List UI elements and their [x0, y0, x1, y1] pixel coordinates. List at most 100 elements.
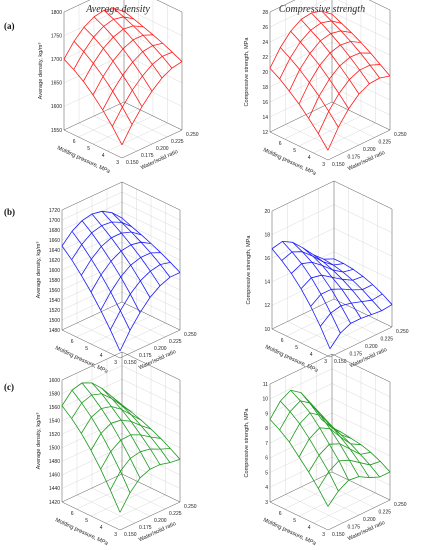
y-tick-label: 0.175 [139, 525, 152, 531]
x-tick-label: 5 [293, 148, 296, 154]
mesh-line-pressure-3 [90, 241, 152, 293]
surface-chart-b-density: 1480 1500 1520 1540 1560 1580 1600 1620 1640 1660… [36, 181, 197, 375]
z-tick-label: 20 [264, 209, 270, 215]
mesh-line-ratio-1 [280, 400, 339, 492]
z-tick-label: 20 [262, 70, 268, 76]
y-tick-label: 0.200 [363, 147, 376, 153]
mesh-line-ratio-0 [61, 245, 121, 352]
mesh-line-ratio-6 [331, 13, 391, 77]
z-tick-label: 22 [262, 55, 268, 61]
mesh-line-pressure-3 [92, 34, 154, 96]
z-tick-label: 14 [262, 115, 268, 121]
mesh-line-pressure-4 [102, 42, 163, 111]
mesh-line-ratio-2 [292, 242, 352, 324]
surface-mesh [271, 240, 393, 349]
x-tick-label: 5 [85, 518, 88, 524]
mesh-line-ratio-2 [81, 382, 141, 479]
x-tick-labels: 3 4 5 6 [281, 338, 328, 365]
x-tick-label: 3 [114, 360, 117, 366]
mesh-line-ratio-2 [290, 389, 350, 481]
z-tick-label: 1500 [49, 318, 60, 324]
surface-mesh [269, 389, 391, 507]
z-tick-labels: 1480 1500 1520 1540 1560 1580 1600 1620 1640 1660… [49, 208, 60, 334]
x-tick-label: 5 [293, 518, 296, 524]
x-tick-label: 5 [295, 345, 298, 351]
x-tick-label: 6 [279, 511, 282, 517]
mesh-line-pressure-2 [80, 231, 142, 276]
z-axis-label: Compressive strength, MPa [246, 235, 252, 305]
mesh-line-ratio-4 [313, 254, 372, 315]
x-tick-labels: 3 4 5 6 [279, 141, 326, 168]
mesh-line-ratio-0 [269, 419, 329, 507]
surface-chart-a-density: 15501600165017001750180034560.1500.1750.… [38, 0, 199, 175]
row-label-a: (a) [4, 21, 15, 31]
z-tick-label: 1420 [49, 500, 60, 506]
x-tick-label: 6 [71, 339, 74, 345]
mesh-line-ratio-2 [83, 26, 143, 107]
z-tick-label: 1440 [49, 486, 60, 492]
mesh-line-pressure-5 [317, 64, 381, 134]
y-tick-label: 0.250 [186, 132, 199, 138]
y-tick-label: 0.150 [124, 532, 137, 538]
mesh-line-ratio-1 [282, 241, 341, 334]
z-tick-label: 28 [262, 10, 268, 16]
y-tick-label: 0.225 [169, 511, 182, 517]
x-axis-label: Molding pressure, MPa [262, 147, 317, 177]
mesh-line-pressure-3 [298, 427, 362, 458]
surface-chart-b-strength: 10 12 14 16 18 20 3 4 5 6 0.1500.1750.2000.2250.25… [246, 180, 409, 374]
z-tick-label: 1580 [49, 278, 60, 284]
z-axis-label: Compressive strength, MPa [244, 408, 250, 478]
y-tick-label: 0.225 [381, 337, 394, 343]
x-tick-labels: 3 4 5 6 [73, 139, 120, 166]
mesh-line-pressure-5 [109, 261, 171, 331]
z-tick-label: 16 [262, 100, 268, 106]
axes-frame [61, 181, 181, 359]
z-tick-label: 24 [262, 40, 268, 46]
mesh-line-pressure-4 [310, 284, 373, 307]
x-tick-label: 3 [322, 532, 325, 538]
mesh-line-pressure-4 [308, 443, 371, 473]
z-tick-label: 12 [262, 130, 268, 136]
x-tick-label: 5 [87, 146, 90, 152]
mesh-line-ratio-4 [311, 404, 370, 478]
mesh-line-ratio-1 [73, 41, 133, 125]
z-tick-label: 1600 [49, 268, 60, 274]
mesh-line-pressure-2 [80, 406, 142, 434]
y-tick-label: 0.225 [379, 510, 392, 516]
mesh-line-ratio-5 [321, 10, 380, 79]
x-tick-label: 3 [324, 359, 327, 365]
y-tick-label: 0.150 [332, 532, 345, 538]
axes-frame [63, 0, 183, 159]
x-tick-label: 6 [281, 338, 284, 344]
mesh-line-ratio-0 [63, 58, 123, 145]
z-tick-label: 1460 [49, 473, 60, 479]
x-tick-labels: 3 4 5 6 [71, 339, 118, 366]
y-tick-label: 0.200 [365, 344, 378, 350]
z-tick-label: 1660 [49, 238, 60, 244]
z-tick-label: 1800 [51, 10, 62, 16]
mesh-line-ratio-5 [111, 396, 171, 463]
z-tick-labels: 1550 1600 1650 1700 1750 1800 [51, 10, 62, 134]
z-tick-labels: 3 4 5 6 7 8 9 10 11 [262, 382, 268, 506]
y-tick-label: 0.200 [154, 346, 167, 352]
y-tick-label: 0.175 [348, 525, 361, 531]
y-tick-label: 0.250 [394, 132, 407, 138]
z-tick-label: 1580 [49, 391, 60, 397]
z-tick-label: 1520 [49, 432, 60, 438]
mesh-line-ratio-1 [280, 47, 339, 128]
x-tick-labels: 3 4 5 6 [279, 511, 326, 538]
mesh-line-pressure-4 [100, 434, 161, 470]
y-tick-label: 0.150 [126, 160, 139, 166]
mesh-line-ratio-4 [311, 12, 370, 84]
x-tick-label: 6 [71, 511, 74, 517]
x-tick-label: 4 [102, 153, 105, 159]
z-tick-label: 1640 [49, 248, 60, 254]
z-tick-label: 10 [262, 397, 268, 403]
mesh-line-pressure-2 [82, 25, 144, 82]
mesh-line-ratio-0 [61, 405, 121, 513]
mesh-line-ratio-4 [103, 10, 163, 79]
